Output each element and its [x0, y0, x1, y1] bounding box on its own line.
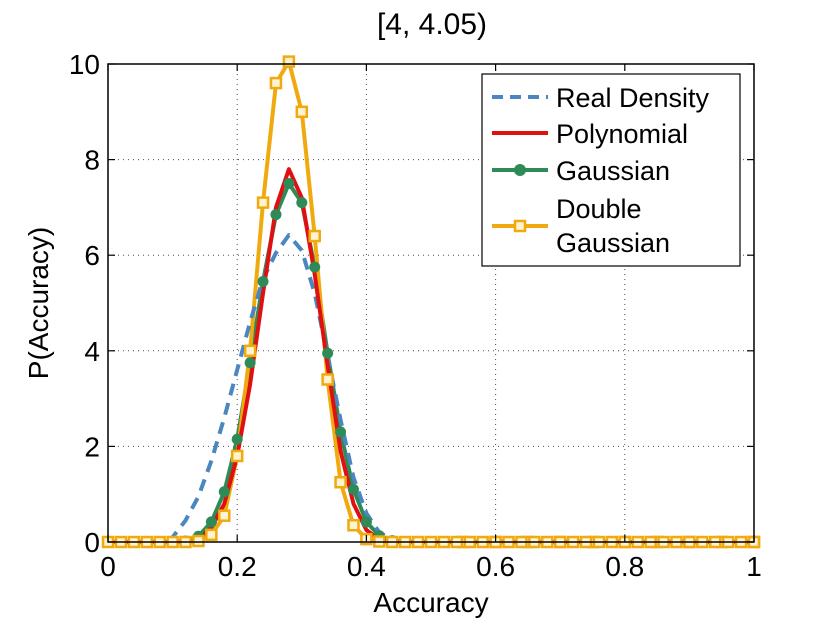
series-line-real-density	[108, 233, 754, 544]
gaussian-data-point	[322, 347, 334, 359]
double-gaussian-data-point	[205, 528, 218, 542]
double-gaussian-data-point	[282, 55, 296, 68]
gaussian-data-point	[244, 357, 256, 369]
double-gaussian-data-point	[308, 229, 321, 243]
legend: Real Density Polynomial Gaussian Double …	[481, 73, 741, 267]
y-axis-label: P(Accuracy)	[23, 227, 54, 379]
gaussian-data-point	[205, 516, 217, 528]
y-tick-label: 2	[84, 431, 100, 462]
legend-label-double-gaussian-line2: Gaussian	[556, 228, 670, 258]
gaussian-data-point	[309, 261, 321, 273]
gaussian-data-point	[335, 426, 347, 438]
legend-marker-double-gaussian	[513, 219, 527, 233]
plot-frame	[107, 63, 755, 543]
double-gaussian-data-point	[230, 449, 244, 463]
gaussian-data-point	[231, 433, 243, 445]
x-tick-label: 1	[746, 551, 762, 582]
legend-label-real-density: Real Density	[556, 83, 710, 113]
legend-label-polynomial: Polynomial	[556, 119, 688, 149]
chart-title: [4, 4.05)	[377, 8, 487, 41]
gaussian-data-point	[360, 516, 372, 528]
x-tick-label: 0.6	[476, 551, 515, 582]
y-tick-label: 8	[84, 145, 100, 176]
gaussian-data-point	[296, 197, 308, 209]
double-gaussian-data-point	[321, 373, 334, 386]
double-gaussian-data-point	[218, 509, 231, 522]
gaussian-data-point	[270, 209, 282, 221]
x-tick-label: 0.4	[347, 551, 386, 582]
double-gaussian-data-point	[295, 105, 309, 119]
gaussian-data-point	[283, 178, 295, 189]
x-tick-label: 0.2	[218, 551, 257, 582]
double-gaussian-data-point	[243, 344, 257, 358]
gaussian-data-point	[347, 483, 359, 495]
y-tick-label: 4	[84, 336, 100, 367]
x-axis-label: Accuracy	[373, 587, 488, 618]
x-tick-label: 0	[100, 551, 116, 582]
legend-marker-gaussian	[514, 164, 526, 176]
x-tick-label: 0.8	[605, 551, 644, 582]
double-gaussian-data-point	[269, 76, 283, 90]
double-gaussian-data-point	[334, 476, 347, 489]
y-tick-label: 10	[69, 49, 100, 80]
y-tick-label: 0	[84, 527, 100, 558]
double-gaussian-data-point	[347, 519, 360, 532]
y-tick-label: 6	[84, 240, 100, 271]
double-gaussian-data-point	[192, 534, 205, 548]
legend-label-double-gaussian-line1: Double	[556, 194, 642, 224]
gaussian-data-point	[257, 275, 269, 287]
double-gaussian-data-point	[256, 196, 270, 209]
gaussian-data-point	[218, 486, 230, 498]
legend-label-gaussian: Gaussian	[556, 156, 670, 186]
